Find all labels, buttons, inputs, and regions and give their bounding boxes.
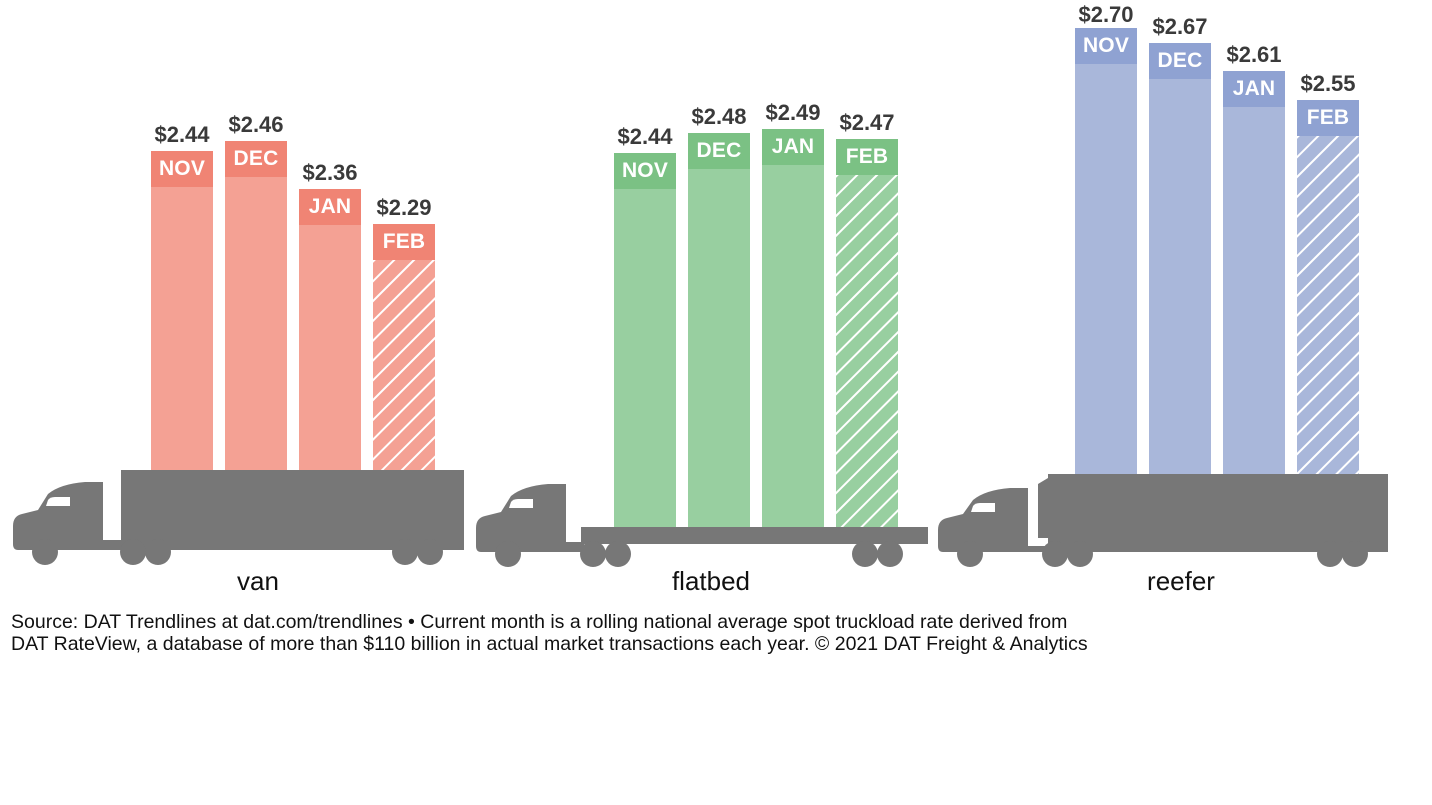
value-label: $2.48 xyxy=(691,104,747,129)
value-label: $2.61 xyxy=(1226,42,1282,67)
van-truck-icon xyxy=(13,470,464,565)
month-tag: DEC xyxy=(688,133,750,169)
reefer-label: reefer xyxy=(1147,566,1215,596)
bar-fill xyxy=(1075,64,1137,478)
month-tag: DEC xyxy=(1149,43,1211,79)
bar-fill-hatched xyxy=(373,260,435,473)
month-tag: NOV xyxy=(1075,28,1137,64)
bar-reefer-dec: $2.67 DEC xyxy=(1149,14,1211,478)
month-tag: FEB xyxy=(1297,100,1359,136)
bar-fill xyxy=(762,165,824,530)
bar-van-feb: $2.29 FEB xyxy=(373,195,435,473)
reefer-truck-icon xyxy=(938,474,1388,567)
reefer-panel: $2.70 NOV $2.67 DEC $2.61 JAN $2.55 FEB xyxy=(938,0,1388,596)
bar-fill xyxy=(225,177,287,473)
bar-fill-hatched xyxy=(836,175,898,530)
value-label: $2.29 xyxy=(376,195,432,220)
month-tag: NOV xyxy=(614,153,676,189)
bar-fill xyxy=(688,169,750,530)
month-tag: JAN xyxy=(1223,71,1285,107)
bar-fill xyxy=(151,187,213,473)
bar-reefer-nov: $2.70 NOV xyxy=(1075,0,1137,478)
bar-reefer-feb: $2.55 FEB xyxy=(1297,71,1359,478)
value-label: $2.55 xyxy=(1300,71,1356,96)
bar-fill xyxy=(299,225,361,473)
van-label: van xyxy=(237,566,279,596)
value-label: $2.44 xyxy=(154,122,210,147)
source-note: Source: DAT Trendlines at dat.com/trendl… xyxy=(11,611,1411,655)
value-label: $2.47 xyxy=(839,110,895,135)
van-panel: $2.44 NOV $2.46 DEC $2.36 JAN $2.29 FEB … xyxy=(0,0,470,600)
bar-fill xyxy=(1149,79,1211,478)
value-label: $2.70 xyxy=(1078,2,1134,27)
bar-reefer-jan: $2.61 JAN xyxy=(1223,42,1285,478)
bar-fill-hatched xyxy=(1297,136,1359,478)
bar-van-nov: $2.44 NOV xyxy=(151,122,213,473)
flatbed-panel: $2.44 NOV $2.48 DEC $2.49 JAN $2.47 FEB … xyxy=(476,100,928,596)
value-label: $2.46 xyxy=(228,112,284,137)
bar-van-jan: $2.36 JAN xyxy=(299,160,361,473)
source-line-1: Source: DAT Trendlines at dat.com/trendl… xyxy=(11,611,1068,633)
bar-van-dec: $2.46 DEC xyxy=(225,112,287,473)
flatbed-label: flatbed xyxy=(671,566,751,596)
bar-flatbed-dec: $2.48 DEC xyxy=(688,104,750,530)
flatbed-truck-icon xyxy=(476,484,928,567)
month-tag: FEB xyxy=(373,224,435,260)
month-tag: DEC xyxy=(225,141,287,177)
value-label: $2.49 xyxy=(765,100,821,125)
value-label: $2.67 xyxy=(1152,14,1208,39)
bar-fill xyxy=(614,189,676,530)
value-label: $2.44 xyxy=(617,124,673,149)
value-label: $2.36 xyxy=(302,160,358,185)
month-tag: JAN xyxy=(762,129,824,165)
month-tag: FEB xyxy=(836,139,898,175)
source-line-2: DAT RateView, a database of more than $1… xyxy=(11,633,1088,655)
month-tag: JAN xyxy=(299,189,361,225)
bar-flatbed-feb: $2.47 FEB xyxy=(836,110,898,530)
bar-flatbed-jan: $2.49 JAN xyxy=(762,100,824,530)
bar-fill xyxy=(1223,107,1285,478)
bar-flatbed-nov: $2.44 NOV xyxy=(614,124,676,530)
month-tag: NOV xyxy=(151,151,213,187)
